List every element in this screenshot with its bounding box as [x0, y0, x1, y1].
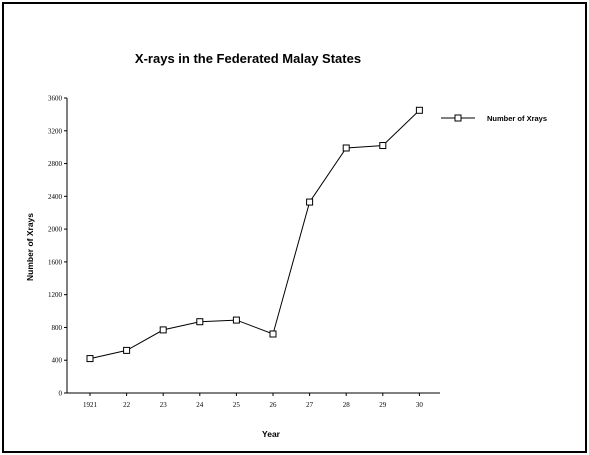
data-point-marker: [415, 106, 423, 114]
y-tick-label: 400: [52, 357, 63, 365]
series-line: [89, 109, 420, 360]
y-axis-label: Number of Xrays: [25, 213, 35, 281]
data-point-marker: [306, 198, 314, 206]
x-tick-label: 29: [379, 401, 387, 409]
data-point-marker: [123, 346, 131, 354]
x-tick-label: 22: [123, 401, 131, 409]
x-tick-label: 1921: [83, 401, 98, 409]
data-point-marker: [379, 142, 387, 150]
legend-label: Number of Xrays: [487, 114, 547, 123]
data-point-marker: [86, 355, 94, 363]
y-tick-label: 3200: [48, 127, 63, 135]
x-tick-label: 24: [196, 401, 204, 409]
chart-title: X-rays in the Federated Malay States: [135, 51, 361, 66]
data-point-marker: [342, 144, 350, 152]
data-point-marker: [196, 318, 204, 326]
x-tick-label: 26: [270, 401, 278, 409]
x-axis-label: Year: [262, 429, 281, 439]
y-tick-label: 0: [59, 390, 63, 398]
y-tick-label: 3600: [48, 95, 63, 103]
x-tick-label: 30: [416, 401, 424, 409]
x-tick-label: 27: [306, 401, 314, 409]
y-tick-label: 2400: [48, 193, 63, 201]
y-tick-label: 2800: [48, 160, 63, 168]
axes: 0 400 800 1200 1600 2000 2400 2800 3200 3600 1921 2…: [48, 95, 440, 409]
x-tick-label: 25: [233, 401, 241, 409]
data-point-marker: [269, 330, 277, 338]
plot-area: [86, 106, 423, 363]
legend: Number of Xrays: [441, 114, 547, 123]
y-tick-label: 800: [52, 324, 63, 332]
y-tick-label: 1600: [48, 258, 63, 266]
x-tick-label: 28: [343, 401, 351, 409]
data-point-marker: [232, 316, 240, 324]
y-tick-label: 1200: [48, 291, 63, 299]
legend-marker: [454, 114, 462, 122]
data-point-marker: [159, 326, 167, 334]
y-tick-label: 2000: [48, 226, 63, 234]
x-tick-label: 23: [160, 401, 168, 409]
